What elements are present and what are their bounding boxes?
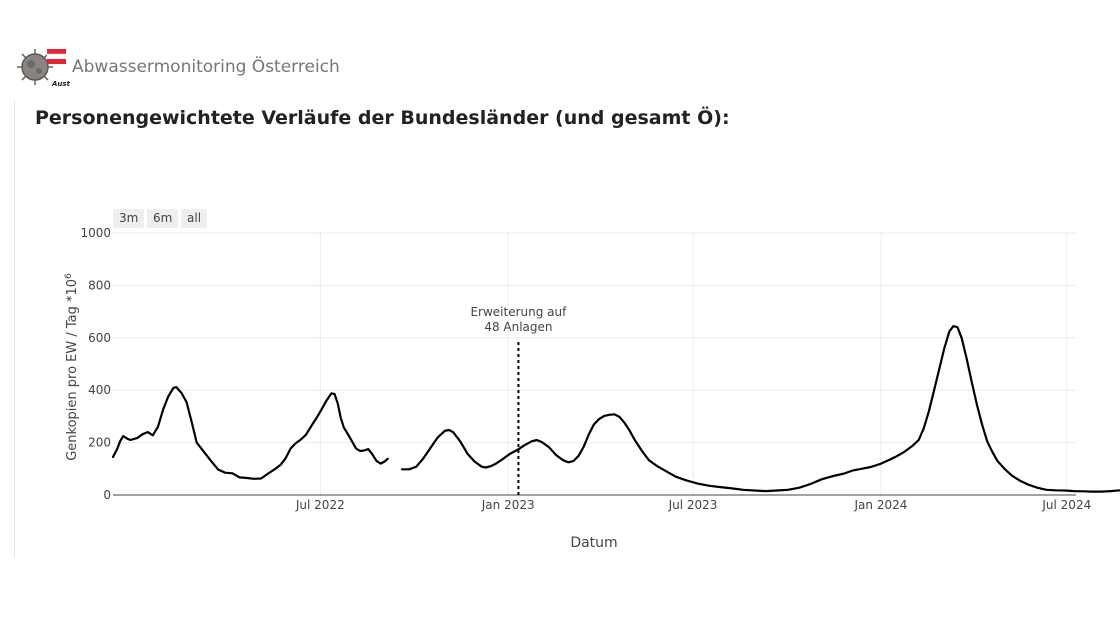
y-axis-label-superscript: 6	[64, 273, 74, 279]
series-lines[interactable]	[111, 324, 1120, 493]
y-tick-label: 1000	[80, 226, 111, 240]
grid-lines	[113, 232, 1076, 495]
austrian-flag-icon	[46, 49, 67, 64]
y-tick-label: 800	[88, 278, 111, 292]
section-heading: Personengewichtete Verläufe der Bundeslä…	[35, 107, 730, 129]
y-tick-label: 200	[88, 436, 111, 450]
y-tick-label: 0	[103, 488, 111, 502]
annotation-text-line2: 48 Anlagen	[484, 320, 552, 334]
range-button-3m[interactable]: 3m	[113, 209, 145, 228]
x-tick-label: Jul 2022	[295, 498, 345, 512]
range-button-6m[interactable]: 6m	[147, 209, 179, 228]
y-tick-label: 400	[88, 383, 111, 397]
x-tick-label: Jul 2023	[668, 498, 718, 512]
y-tick-label: 600	[88, 331, 111, 345]
series-line-2[interactable]	[400, 324, 1120, 493]
y-axis-label: Genkopien pro EW / Tag *106	[64, 273, 80, 461]
content-panel	[14, 100, 1109, 558]
y-axis-label-main: Genkopien pro EW / Tag *10	[65, 279, 80, 461]
x-tick-label: Jan 2024	[854, 498, 908, 512]
brand-title[interactable]: Abwassermonitoring Österreich	[72, 57, 340, 77]
logo-caption: Austria	[51, 80, 70, 88]
series-line-1[interactable]	[111, 386, 389, 480]
range-button-all[interactable]: all	[181, 209, 208, 228]
x-axis: Jul 2022 Jan 2023 Jul 2023 Jan 2024 Jul 2024	[295, 498, 1091, 512]
x-tick-label: Jul 2024	[1041, 498, 1091, 512]
x-axis-label: Datum	[570, 535, 617, 551]
virus-icon	[17, 49, 53, 85]
app-header: Austria Abwassermonitoring Österreich	[14, 46, 340, 88]
y-axis: 0 200 400 600 800 1000	[80, 226, 111, 502]
app-logo[interactable]: Austria	[14, 46, 81, 88]
x-tick-label: Jan 2023	[481, 498, 535, 512]
annotation-text-line1: Erweiterung auf	[470, 305, 567, 319]
